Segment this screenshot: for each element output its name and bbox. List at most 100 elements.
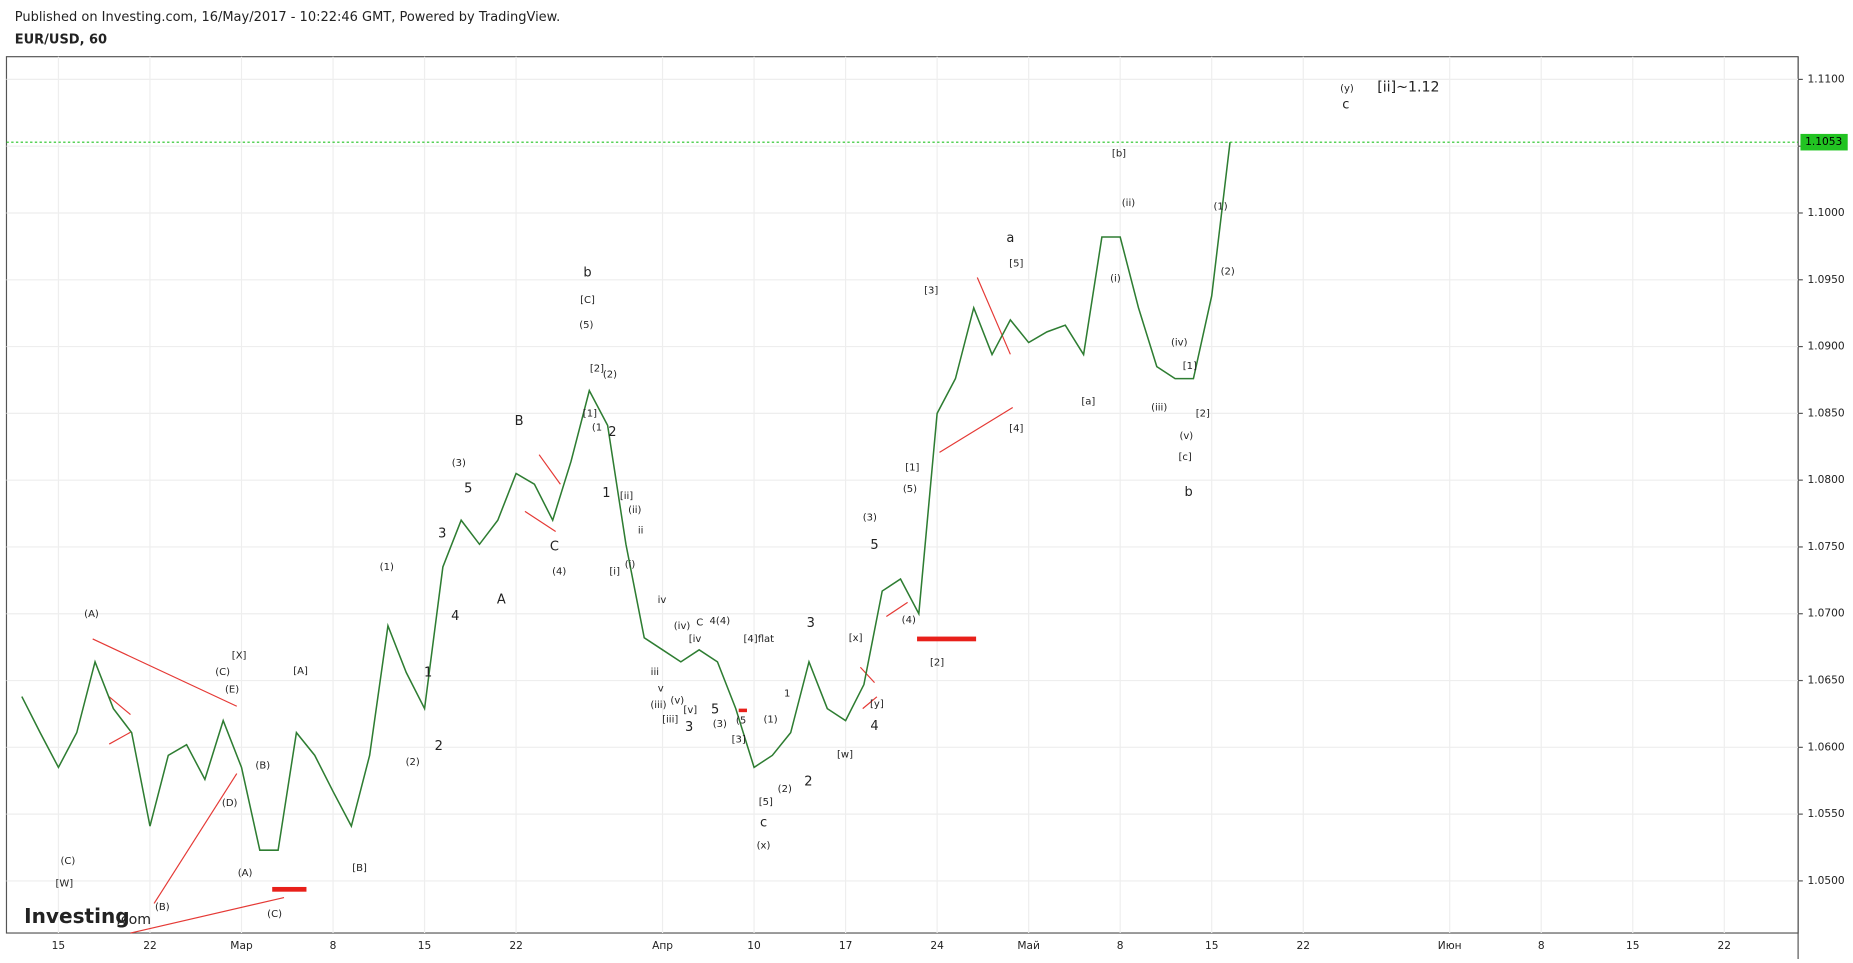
wave-label: 1 xyxy=(424,666,432,681)
wave-label: [iii] xyxy=(662,714,678,725)
wave-label: (3) xyxy=(863,512,877,523)
x-tick-label: 8 xyxy=(330,939,337,952)
wave-label: 5 xyxy=(464,481,472,496)
wave-label: [4] xyxy=(1009,424,1023,435)
wave-label: 4(4) xyxy=(710,616,731,627)
wave-label: [B] xyxy=(352,863,367,874)
wave-label: (B) xyxy=(255,760,270,771)
wave-label: (iii) xyxy=(650,700,666,711)
wave-label: (iv) xyxy=(674,621,691,632)
wave-label: 2 xyxy=(608,425,616,440)
wave-label: (1) xyxy=(380,562,394,573)
y-tick-label: 1.0650 xyxy=(1808,674,1845,687)
symbol: EUR/USD, 60 xyxy=(15,33,107,48)
wave-label: 3 xyxy=(807,616,815,631)
x-tick-label: Май xyxy=(1017,939,1040,952)
wave-label: 4 xyxy=(451,609,459,624)
y-tick-label: 1.0750 xyxy=(1808,540,1845,553)
wave-label: (i) xyxy=(1110,274,1121,285)
wave-label: (5) xyxy=(903,484,917,495)
x-tick-label: 22 xyxy=(143,939,157,952)
x-tick-label: 15 xyxy=(1626,939,1640,952)
wave-label: [4]flat xyxy=(744,634,775,645)
y-tick-label: 1.1000 xyxy=(1808,206,1845,219)
wave-label: (4) xyxy=(552,567,566,578)
wave-label: [w] xyxy=(837,750,853,761)
wave-label: [ii] xyxy=(620,491,633,502)
wave-label: (x) xyxy=(757,841,771,852)
wave-label: (A) xyxy=(238,868,253,879)
x-tick-label: Мар xyxy=(230,939,253,952)
wave-label: (i) xyxy=(625,560,636,571)
wave-label: (B) xyxy=(155,902,170,913)
wave-label: iii xyxy=(651,667,659,678)
wave-label: b xyxy=(1185,485,1193,500)
wave-label: (ii) xyxy=(1122,198,1135,209)
wave-label: [C] xyxy=(580,295,595,306)
wave-label: [b] xyxy=(1112,149,1126,160)
wave-label: c xyxy=(1342,98,1349,113)
wave-label: (5) xyxy=(579,320,593,331)
wave-label: 5 xyxy=(711,702,719,717)
wave-label: [ii]~1.12 xyxy=(1377,79,1439,95)
wave-label: [W] xyxy=(55,878,73,889)
wave-label: [3] xyxy=(732,734,746,745)
x-tick-label: 22 xyxy=(509,939,523,952)
wave-label: (C) xyxy=(60,856,75,867)
wave-label: (C) xyxy=(215,667,230,678)
wave-label: 3 xyxy=(438,526,446,541)
wave-label: b xyxy=(583,265,591,280)
x-tick-label: 15 xyxy=(1205,939,1219,952)
wave-label: c xyxy=(760,816,767,831)
wave-label: (4) xyxy=(902,615,916,626)
last-price-label: 1.1053 xyxy=(1805,135,1842,148)
wave-label: (3) xyxy=(452,458,466,469)
wave-label: (3) xyxy=(713,719,727,730)
support-bars xyxy=(272,636,977,892)
wave-label: (C) xyxy=(267,909,282,920)
wave-label: [3] xyxy=(924,286,938,297)
wave-label: (v) xyxy=(670,695,684,706)
wave-label: (2) xyxy=(406,757,420,768)
y-tick-label: 1.0600 xyxy=(1808,740,1845,753)
wave-label: (2) xyxy=(778,784,792,795)
wave-label: 1 xyxy=(784,688,790,699)
wave-label: (5 xyxy=(736,715,746,726)
x-tick-label: 22 xyxy=(1718,939,1732,952)
x-tick-label: 8 xyxy=(1538,939,1545,952)
wave-label: (1) xyxy=(764,714,778,725)
y-tick-label: 1.0850 xyxy=(1808,406,1845,419)
y-tick-label: 1.0950 xyxy=(1808,273,1845,286)
wave-label: [2] xyxy=(590,363,604,374)
wave-label: (v) xyxy=(1179,431,1193,442)
grid xyxy=(6,56,1799,934)
wave-label: a xyxy=(1006,231,1014,246)
wave-label: [c] xyxy=(1178,452,1191,463)
x-tick-label: 15 xyxy=(52,939,66,952)
wave-label: B xyxy=(515,414,524,429)
wave-label: C xyxy=(696,617,703,628)
wave-lines xyxy=(92,277,1014,934)
wave-label: C xyxy=(550,539,559,554)
wave-label: iv xyxy=(658,595,667,606)
wave-label: [X] xyxy=(232,650,247,661)
published: Published on Investing.com, 16/May/2017 … xyxy=(15,10,560,25)
y-tick-label: 1.0500 xyxy=(1808,874,1845,887)
wave-label: (A) xyxy=(84,609,99,620)
wave-label: A xyxy=(497,592,506,607)
wave-label: [a] xyxy=(1081,397,1095,408)
wave-label: 5 xyxy=(870,538,878,553)
wave-label: [iv xyxy=(689,634,702,645)
wave-label: 1 xyxy=(602,486,610,501)
x-tick-label: 10 xyxy=(747,939,761,952)
wave-label: (1) xyxy=(1213,202,1227,213)
wave-label: [x] xyxy=(849,633,863,644)
y-tick-label: 1.0700 xyxy=(1808,607,1845,620)
wave-label: [y] xyxy=(870,699,884,710)
last-price-box xyxy=(1800,133,1848,151)
wave-label: [5] xyxy=(759,797,773,808)
wave-label: [2] xyxy=(930,658,944,669)
wave-label: (D) xyxy=(222,798,238,809)
wave-label: (iii) xyxy=(1151,402,1167,413)
